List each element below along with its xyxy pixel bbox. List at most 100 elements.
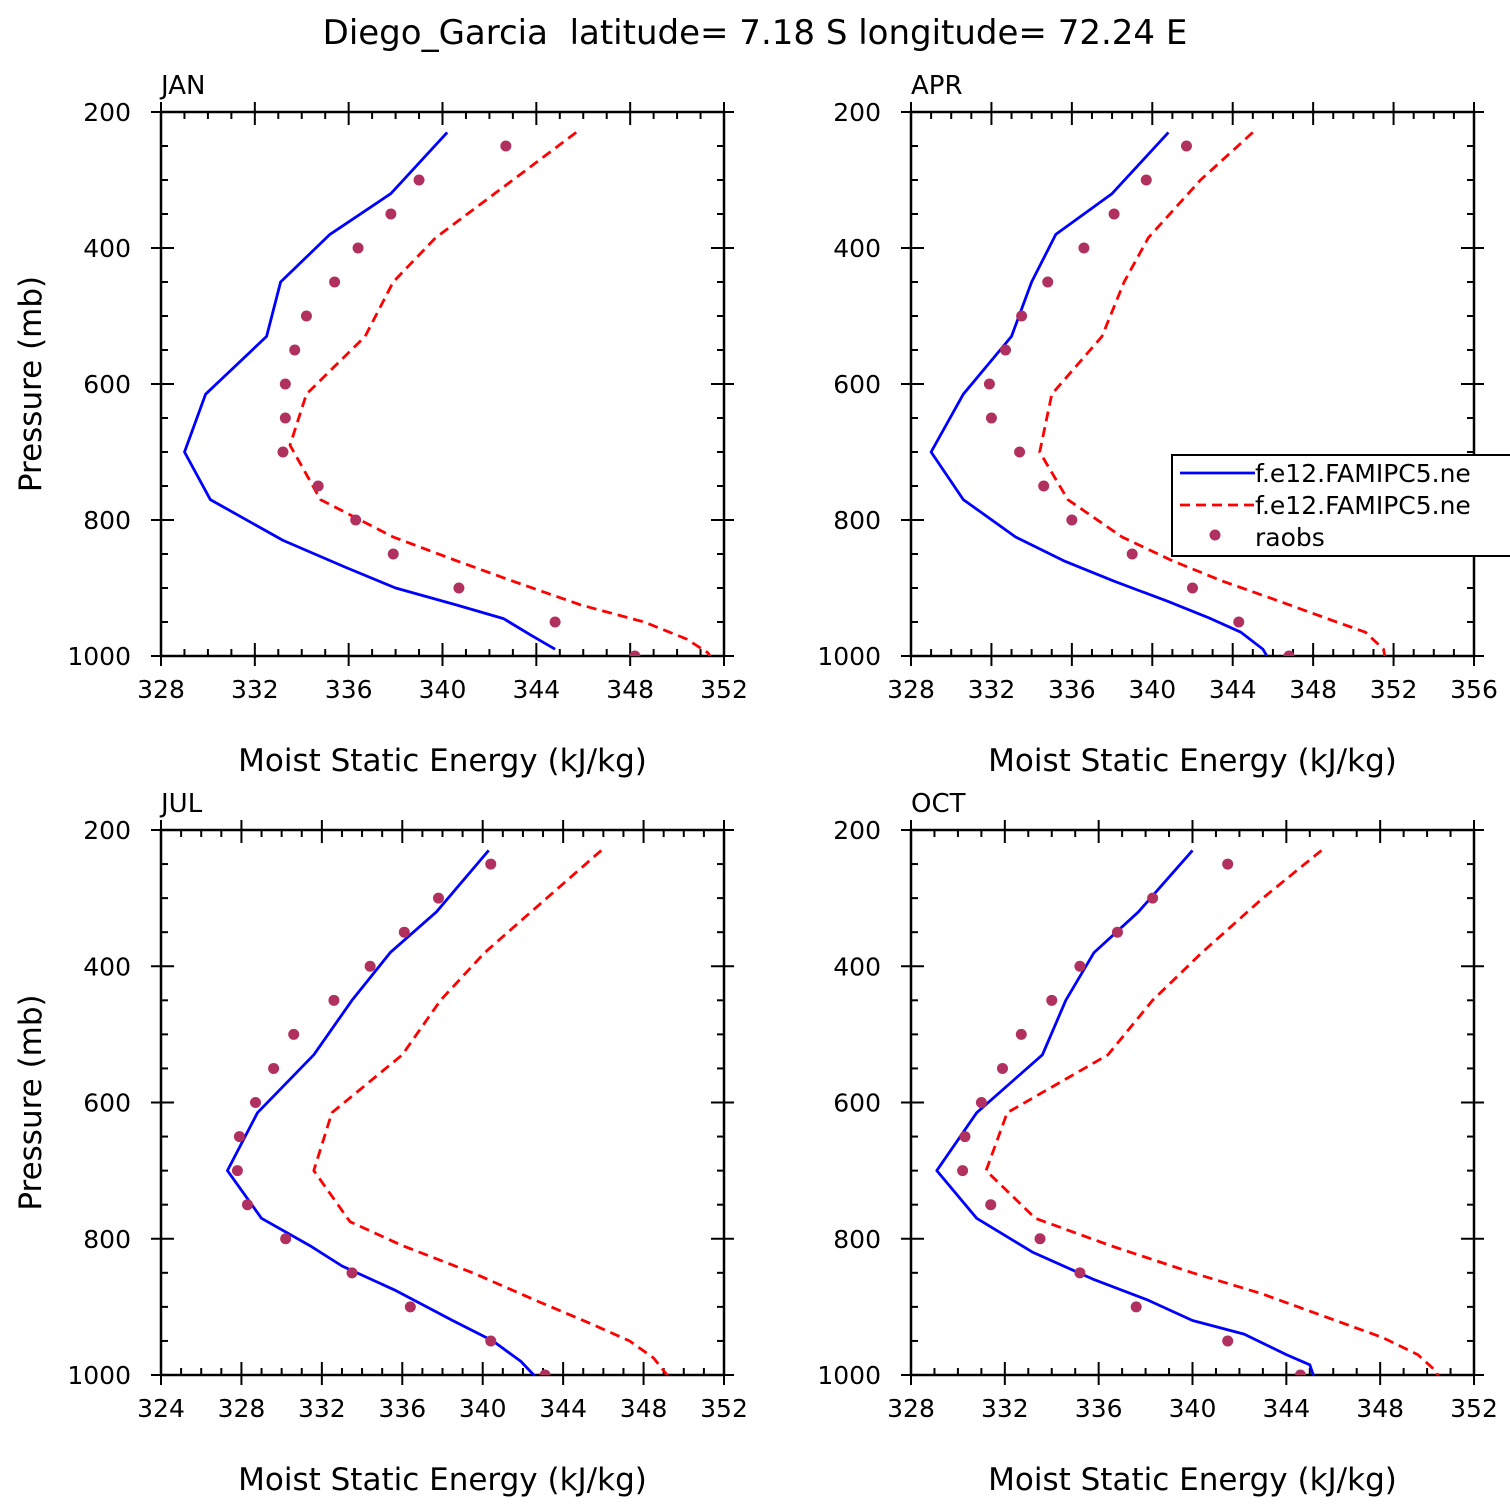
x-tick-label: 328 — [887, 1394, 935, 1423]
raobs-point — [983, 378, 995, 390]
raobs-point — [289, 344, 301, 356]
x-tick-label: 336 — [378, 1394, 426, 1423]
panel-title: OCT — [911, 789, 966, 819]
raobs-point — [233, 1131, 245, 1143]
raobs-point — [1222, 858, 1234, 870]
raobs-point — [1126, 548, 1138, 560]
x-tick-label: 336 — [1075, 1394, 1123, 1423]
y-tick-label: 400 — [833, 952, 881, 981]
raobs-point — [1294, 1369, 1306, 1375]
x-axis-label: Moist Static Energy (kJ/kg) — [988, 743, 1397, 779]
raobs-point — [350, 514, 362, 526]
plot-frame — [159, 110, 726, 658]
x-tick-label: 348 — [1289, 675, 1337, 704]
legend-label: f.e12.FAMIPC5.ne — [1255, 491, 1471, 520]
x-tick-label: 336 — [1048, 675, 1096, 704]
x-axis-label: Moist Static Energy (kJ/kg) — [988, 1462, 1397, 1498]
x-tick-label: 352 — [700, 675, 748, 704]
y-tick-label: 1000 — [67, 642, 131, 671]
raobs-point — [268, 1062, 280, 1074]
model-line-dashed — [984, 849, 1440, 1375]
y-tick-label: 800 — [833, 506, 881, 535]
panel-jul: JUL 324 328 332 336 340 344 348 352 200 400 600 800 1… — [13, 789, 748, 1498]
raobs-point — [279, 378, 291, 390]
raobs-point — [959, 1131, 971, 1143]
raobs-point — [1140, 174, 1152, 186]
raobs-point — [453, 582, 465, 594]
raobs-point — [280, 1233, 292, 1245]
x-tick-label: 332 — [981, 1394, 1029, 1423]
x-tick-label: 324 — [137, 1394, 185, 1423]
raobs-point — [485, 858, 497, 870]
raobs-point — [231, 1165, 243, 1177]
x-tick-label: 352 — [1370, 675, 1418, 704]
x-tick-label: 340 — [459, 1394, 507, 1423]
y-tick-label: 1000 — [67, 1361, 131, 1390]
raobs-point — [1233, 616, 1245, 628]
raobs-point — [957, 1165, 969, 1177]
x-tick-label: 344 — [1262, 1394, 1310, 1423]
y-tick-label: 600 — [83, 370, 131, 399]
x-tick-label: 356 — [1450, 675, 1498, 704]
raobs-point — [1147, 892, 1159, 904]
raobs-point — [1016, 310, 1028, 322]
raobs-point — [279, 412, 291, 424]
x-tick-label: 332 — [298, 1394, 346, 1423]
raobs-point — [277, 446, 289, 458]
y-tick-label: 200 — [833, 816, 881, 845]
model-line-solid — [226, 849, 536, 1375]
x-tick-label: 332 — [231, 675, 279, 704]
raobs-point — [1111, 926, 1123, 938]
figure-title: Diego_Garcia latitude= 7.18 S longitude=… — [323, 13, 1188, 53]
plot-area — [226, 849, 669, 1375]
y-tick-label: 600 — [833, 370, 881, 399]
plot-frame — [909, 828, 1476, 1377]
raobs-point — [975, 1097, 987, 1108]
x-tick-label: 328 — [218, 1394, 266, 1423]
raobs-point — [1074, 1267, 1086, 1279]
raobs-point — [404, 1301, 416, 1313]
y-axis-label: Pressure (mb) — [13, 994, 49, 1210]
x-tick-label: 328 — [887, 675, 935, 704]
y-tick-label: 1000 — [817, 1361, 881, 1390]
raobs-point — [432, 892, 444, 904]
raobs-point — [1015, 1028, 1027, 1040]
x-tick-label: 328 — [137, 675, 185, 704]
raobs-point — [241, 1199, 253, 1211]
raobs-point — [1042, 276, 1054, 288]
raobs-point — [1078, 242, 1090, 254]
raobs-point — [352, 242, 364, 254]
plot-area — [929, 131, 1387, 656]
raobs-point — [385, 208, 397, 220]
raobs-point — [312, 480, 324, 492]
raobs-point — [398, 926, 410, 938]
raobs-point — [1283, 650, 1295, 656]
y-tick-label: 600 — [83, 1089, 131, 1118]
raobs-point — [1034, 1233, 1046, 1245]
panel-title: APR — [911, 71, 963, 101]
y-tick-label: 400 — [83, 952, 131, 981]
raobs-point — [985, 412, 997, 424]
y-tick-label: 600 — [833, 1089, 881, 1118]
raobs-point — [549, 616, 561, 628]
x-tick-label: 340 — [419, 675, 467, 704]
raobs-point — [1108, 208, 1120, 220]
panel-oct: OCT 328 332 336 340 344 348 352 200 400 600 800 1000… — [817, 789, 1497, 1498]
y-tick-label: 800 — [83, 1225, 131, 1254]
panel-apr: APR 328 332 336 340 344 348 352 356 200 400 600 800 1… — [817, 71, 1497, 779]
raobs-point — [539, 1369, 551, 1375]
plot-frame — [909, 110, 1476, 658]
raobs-point — [300, 310, 312, 322]
raobs-point — [387, 548, 399, 560]
legend-label: raobs — [1255, 523, 1325, 552]
raobs-point — [500, 140, 512, 152]
x-tick-label: 332 — [968, 675, 1016, 704]
raobs-point — [250, 1097, 262, 1108]
y-tick-label: 200 — [83, 816, 131, 845]
model-line-dashed — [312, 849, 669, 1375]
raobs-point — [288, 1028, 300, 1040]
raobs-point — [629, 650, 641, 656]
raobs-point — [364, 960, 376, 972]
raobs-point — [1038, 480, 1050, 492]
